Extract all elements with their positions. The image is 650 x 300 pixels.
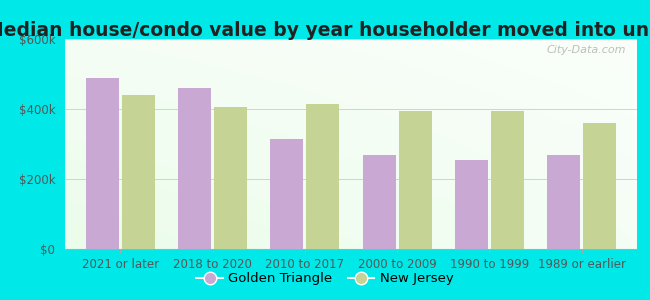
Bar — [583, 123, 616, 249]
Bar — [214, 107, 247, 249]
Bar — [86, 77, 119, 249]
Bar — [122, 95, 155, 249]
Text: City-Data.com: City-Data.com — [546, 45, 625, 55]
Bar — [455, 160, 488, 249]
Bar — [398, 111, 432, 249]
Bar — [270, 139, 304, 249]
Bar — [363, 154, 396, 249]
Legend: Golden Triangle, New Jersey: Golden Triangle, New Jersey — [191, 267, 459, 290]
Bar — [178, 88, 211, 249]
Bar — [547, 154, 580, 249]
Text: Median house/condo value by year householder moved into unit: Median house/condo value by year househo… — [0, 21, 650, 40]
Bar — [306, 104, 339, 249]
Bar — [491, 111, 524, 249]
